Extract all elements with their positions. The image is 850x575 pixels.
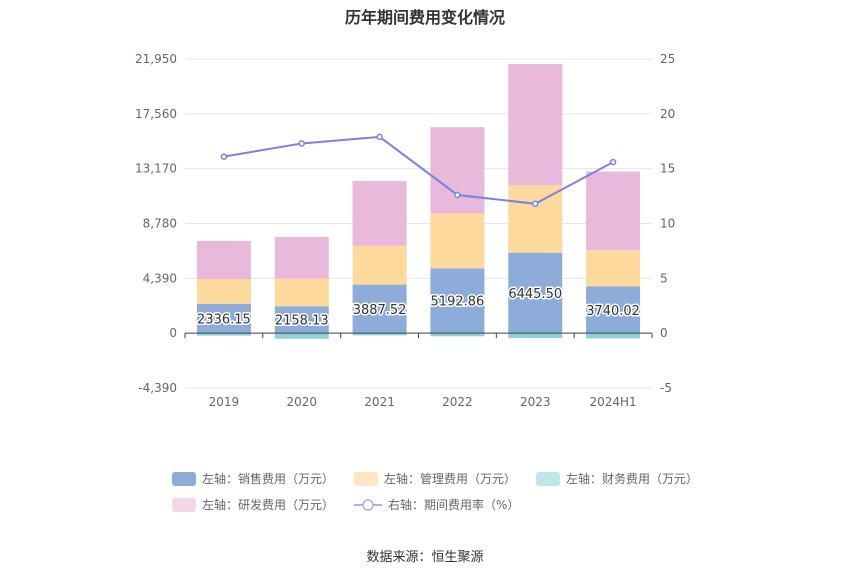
- bar-segment-3: [352, 180, 407, 246]
- data-label-sales: 6445.50: [508, 287, 562, 302]
- bar-segment-0: [586, 286, 641, 334]
- bar-segment-2: [196, 333, 251, 336]
- legend-label-rnd: 左轴：研发费用（万元）: [202, 498, 335, 512]
- bar-segment-1: [430, 213, 485, 269]
- bar-segment-0: [352, 284, 407, 334]
- data-label-sales: 3887.52: [353, 303, 407, 318]
- rate-point: [376, 133, 383, 141]
- chart-legend: 左轴：销售费用（万元） 左轴：管理费用（万元） 左轴：财务费用（万元） 左轴：研…: [172, 470, 732, 522]
- left-axis-tick-label: 0: [169, 326, 177, 340]
- left-axis-tick-label: 13,170: [135, 162, 177, 176]
- bar-segment-0: [430, 268, 485, 334]
- legend-swatch-admin: [354, 471, 379, 486]
- legend-item-rate[interactable]: 右轴：期间费用率（%）: [354, 496, 519, 513]
- bar-segment-1: [274, 278, 329, 307]
- bar-segment-3: [196, 240, 251, 280]
- x-axis-tick-label: 2019: [209, 395, 240, 409]
- bar-segment-0: [196, 303, 251, 334]
- right-axis-tick-label: -5: [660, 381, 672, 395]
- legend-item-finance[interactable]: 左轴：财务费用（万元）: [536, 470, 698, 487]
- data-label-sales: 3740.02: [586, 304, 640, 319]
- legend-swatch-rate: [354, 498, 383, 511]
- left-axis-tick-label: 8,780: [143, 217, 177, 231]
- bar-segment-2: [352, 333, 407, 336]
- data-label-sales: 2336.15: [197, 313, 251, 328]
- x-axis-tick-label: 2022: [442, 395, 473, 409]
- x-axis-tick-label: 2024H1: [589, 395, 636, 409]
- bar-segment-1: [196, 279, 251, 304]
- bar-segment-3: [508, 64, 563, 186]
- bar-segment-0: [274, 306, 329, 334]
- bar-segment-2: [274, 333, 329, 339]
- rate-point: [532, 200, 539, 208]
- legend-label-finance: 左轴：财务费用（万元）: [566, 472, 699, 486]
- chart-title: 历年期间费用变化情况: [344, 8, 505, 27]
- left-axis-tick-label: 21,950: [135, 52, 177, 66]
- legend-label-rate: 右轴：期间费用率（%）: [388, 498, 520, 512]
- x-axis-tick-label: 2023: [520, 395, 551, 409]
- bar-segment-1: [508, 185, 563, 253]
- x-axis-tick-label: 2021: [364, 395, 395, 409]
- rate-point: [454, 191, 461, 199]
- rate-point: [220, 153, 228, 160]
- left-axis-tick-label: 17,560: [135, 107, 177, 121]
- chart-plot: -4,39004,3908,78013,17017,56021,950-5051…: [135, 52, 675, 409]
- left-axis-tick-label: 4,390: [143, 271, 177, 285]
- data-source: 数据来源：恒生聚源: [366, 550, 484, 565]
- bar-segment-2: [508, 333, 563, 339]
- legend-swatch-rnd: [172, 497, 196, 512]
- bar-segment-2: [430, 333, 485, 337]
- bar-segment-0: [508, 252, 563, 334]
- right-axis-tick-label: 10: [660, 217, 675, 231]
- legend-swatch-finance: [536, 471, 561, 486]
- right-axis-tick-label: 5: [660, 271, 668, 285]
- data-label-sales: 2158.13: [275, 314, 329, 329]
- bar-segment-1: [586, 250, 641, 287]
- rate-line: [223, 135, 614, 205]
- right-axis-tick-label: 0: [660, 326, 668, 340]
- bar-segment-3: [274, 236, 329, 279]
- legend-item-admin[interactable]: 左轴：管理费用（万元）: [354, 470, 516, 487]
- legend-swatch-sales: [172, 471, 196, 486]
- legend-label-admin: 左轴：管理费用（万元）: [384, 472, 517, 486]
- data-label-sales: 5192.86: [431, 295, 485, 310]
- right-axis-tick-label: 15: [660, 162, 675, 176]
- x-axis-tick-label: 2020: [286, 395, 317, 409]
- right-axis-tick-label: 25: [660, 52, 675, 66]
- legend-item-rnd[interactable]: 左轴：研发费用（万元）: [172, 496, 334, 513]
- legend-item-sales[interactable]: 左轴：销售费用（万元）: [172, 470, 334, 487]
- rate-point: [609, 158, 617, 166]
- right-axis-tick-label: 20: [660, 107, 675, 121]
- bar-segment-3: [586, 171, 641, 251]
- bar-segment-1: [352, 245, 407, 285]
- bar-segment-2: [586, 333, 641, 339]
- bar-segment-3: [430, 127, 485, 214]
- left-axis-tick-label: -4,390: [138, 381, 177, 395]
- legend-label-sales: 左轴：销售费用（万元）: [202, 472, 335, 486]
- rate-point: [298, 140, 305, 147]
